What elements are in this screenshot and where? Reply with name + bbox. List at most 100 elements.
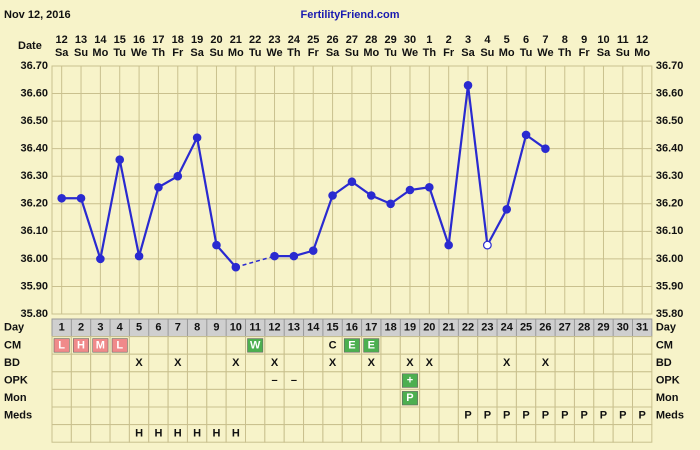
- date-label: 6: [523, 34, 529, 46]
- cell: [109, 424, 130, 443]
- day-number: 1: [59, 322, 65, 334]
- cell: [206, 371, 227, 390]
- cell: [573, 353, 595, 373]
- weekday-label: Sa: [597, 47, 611, 59]
- y-tick-label: 36.40: [20, 143, 48, 155]
- row-label-right: OPK: [656, 375, 680, 387]
- cell: [535, 424, 556, 443]
- cell-highlight: [401, 373, 418, 388]
- cell: [380, 406, 401, 426]
- date-label: 12: [636, 34, 648, 46]
- day-number: 4: [117, 322, 124, 334]
- cell: [322, 371, 343, 390]
- temp-point: [328, 191, 337, 200]
- date-label: 20: [210, 34, 222, 46]
- cell: [612, 353, 634, 373]
- cell: [535, 388, 556, 408]
- cell-text: W: [250, 339, 261, 351]
- day-number: 15: [326, 322, 338, 334]
- cell-text: P: [580, 410, 587, 422]
- cell: [70, 388, 92, 408]
- day-number: 12: [268, 322, 280, 334]
- cell: [283, 424, 305, 443]
- cell: [419, 336, 440, 355]
- cell: [438, 353, 459, 373]
- cell: [186, 336, 208, 355]
- weekday-label: Tu: [249, 47, 262, 59]
- y-tick-label-right: 35.90: [656, 280, 684, 292]
- temp-point: [541, 144, 550, 153]
- day-number: 29: [597, 322, 609, 334]
- cell: [264, 406, 285, 426]
- weekday-label: Th: [423, 47, 437, 59]
- cell: [573, 371, 595, 390]
- day-number: 17: [365, 322, 377, 334]
- cell: [225, 388, 246, 408]
- cell: [51, 371, 72, 390]
- cell: [515, 353, 537, 373]
- cell: [457, 336, 479, 355]
- row-label: Day: [4, 322, 25, 334]
- date-label: 19: [191, 34, 203, 46]
- cell: [90, 424, 111, 443]
- cell-text: E: [348, 339, 355, 351]
- cell: [457, 371, 479, 390]
- temp-point: [173, 171, 183, 181]
- cell: [380, 371, 401, 390]
- cell: [109, 406, 130, 426]
- cell: [457, 353, 479, 373]
- date-label: 2: [446, 34, 452, 46]
- date-label: 9: [581, 34, 587, 46]
- cell-text: C: [329, 339, 337, 351]
- cell: [148, 388, 169, 408]
- temp-point: [134, 251, 144, 261]
- cell: [380, 424, 401, 443]
- cell-text: P: [503, 410, 510, 422]
- date-label: 21: [230, 34, 242, 46]
- cell: [573, 388, 595, 408]
- cell: [322, 388, 343, 408]
- weekday-label: Sa: [326, 47, 340, 59]
- cell-highlight: [343, 338, 360, 353]
- temp-point: [521, 130, 531, 140]
- date-label: 7: [542, 34, 548, 46]
- cell: [593, 336, 614, 355]
- cell: [51, 388, 72, 408]
- cell-text: X: [271, 357, 279, 369]
- cell: [380, 388, 401, 408]
- cell: [51, 353, 72, 373]
- cell: [361, 388, 382, 408]
- cell: [341, 371, 363, 390]
- cell: [612, 424, 634, 443]
- cell: [438, 406, 459, 426]
- temp-point: [463, 80, 473, 90]
- cell: [206, 353, 227, 373]
- y-tick-label: 35.90: [20, 280, 48, 292]
- weekday-label: Mo: [92, 47, 108, 59]
- cell: [399, 424, 421, 443]
- cell: [167, 371, 188, 390]
- cell: [612, 371, 634, 390]
- temp-point: [425, 182, 434, 192]
- date-label: 5: [504, 34, 510, 46]
- cell: [186, 371, 208, 390]
- cell: [70, 371, 92, 390]
- day-number: 16: [346, 322, 358, 334]
- cell: [554, 353, 575, 373]
- row-label-right: Mon: [656, 392, 679, 404]
- day-number: 7: [175, 322, 181, 334]
- temp-point: [405, 185, 415, 195]
- cell-text: X: [329, 357, 337, 369]
- cell: [632, 336, 653, 355]
- cell: [496, 424, 517, 443]
- temp-point: [386, 199, 395, 209]
- day-number: 10: [230, 322, 242, 334]
- cell-highlight: [363, 338, 380, 353]
- cell: [303, 388, 324, 408]
- cell: [245, 353, 266, 373]
- day-number: 28: [578, 322, 590, 334]
- cell: [554, 336, 575, 355]
- cell: [361, 424, 382, 443]
- cell: [554, 388, 575, 408]
- cell-text: P: [619, 410, 626, 422]
